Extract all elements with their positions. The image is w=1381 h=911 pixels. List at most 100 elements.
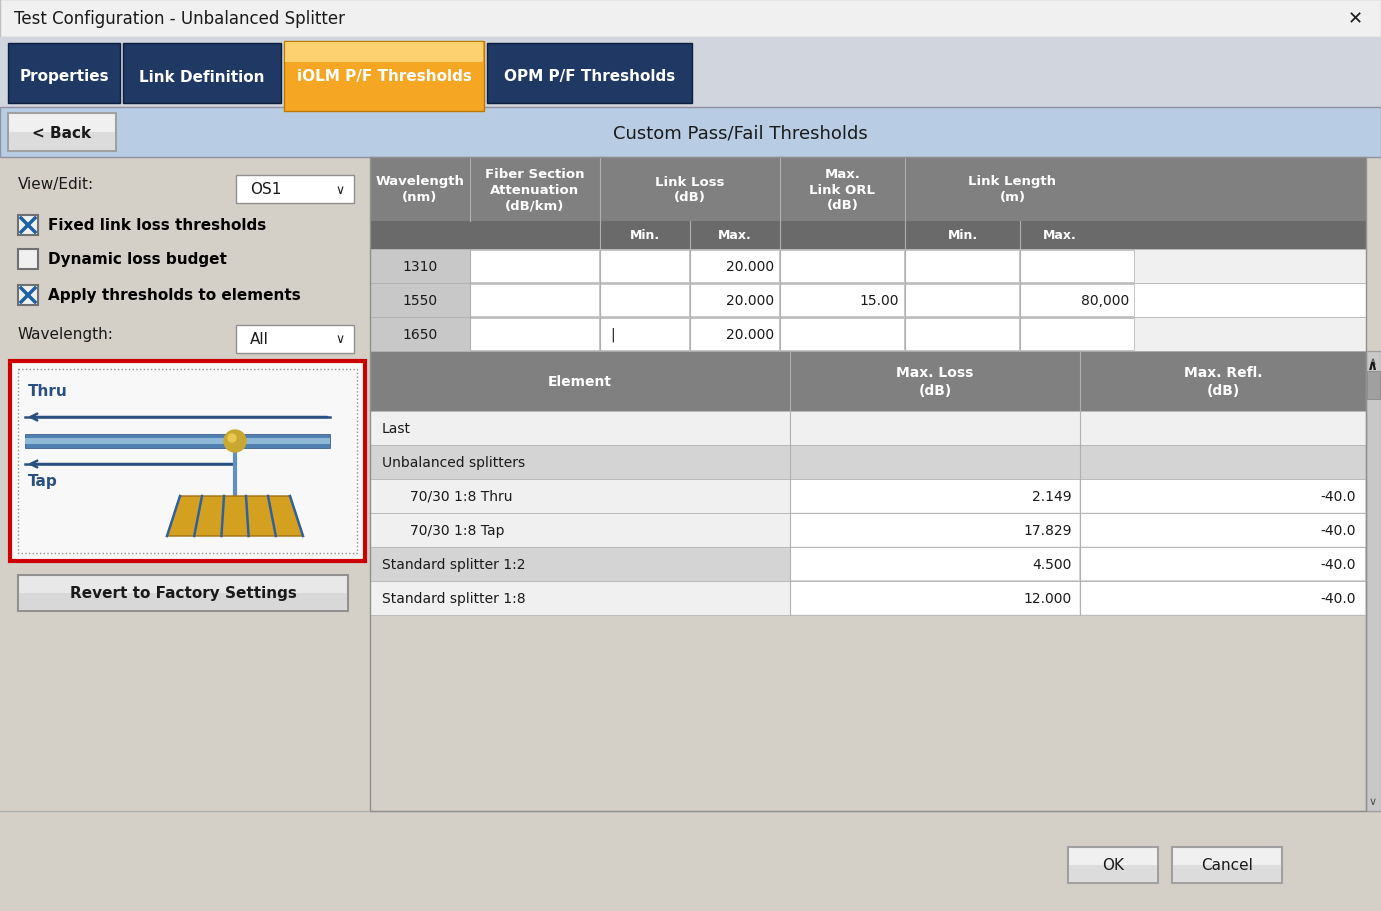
Bar [905,319,1019,351]
Text: 1550: 1550 [402,293,438,308]
Bar [599,284,689,317]
Bar [905,284,1019,317]
Bar [487,44,692,104]
Bar [370,250,1366,283]
Text: Unbalanced splitters: Unbalanced splitters [383,456,525,469]
Bar [1366,352,1381,811]
Text: ∨: ∨ [336,333,345,346]
Text: -40.0: -40.0 [1320,524,1356,537]
Bar [791,582,1079,614]
Text: -40.0: -40.0 [1320,591,1356,605]
Bar [905,251,1019,282]
Bar [690,284,779,317]
Bar [370,318,1366,352]
Text: Max.
Link ORL
(dB): Max. Link ORL (dB) [809,168,876,212]
Bar [370,445,1366,479]
Bar [470,284,599,317]
Text: Thru: Thru [28,384,68,399]
Bar [1068,847,1159,883]
Bar [370,352,1366,412]
Bar [18,370,358,553]
Bar [780,284,905,317]
Text: 1650: 1650 [402,328,438,342]
Text: Apply thresholds to elements: Apply thresholds to elements [48,288,301,303]
Bar [123,44,280,104]
Text: 1310: 1310 [402,260,438,273]
Bar [370,221,1366,250]
Bar [1081,582,1364,614]
Text: 20.000: 20.000 [726,328,773,342]
Bar [18,250,39,270]
Bar [1172,865,1282,882]
Bar [1172,847,1282,883]
Text: 80,000: 80,000 [1081,293,1130,308]
Bar [370,158,1366,811]
Bar [25,435,330,448]
Text: Fiber Section
Attenuation
(dB/km): Fiber Section Attenuation (dB/km) [485,168,584,212]
Text: Last: Last [383,422,412,435]
Bar [1021,251,1134,282]
Bar [370,514,1366,548]
Text: View/Edit:: View/Edit: [18,178,94,192]
Text: Wavelength
(nm): Wavelength (nm) [376,175,464,204]
Text: OK: OK [1102,857,1124,873]
Text: Min.: Min. [630,230,660,242]
Bar [370,158,1366,250]
Bar [690,319,779,351]
Text: OPM P/F Thresholds: OPM P/F Thresholds [504,69,675,85]
Bar [8,114,116,152]
Text: Link Loss
(dB): Link Loss (dB) [655,175,725,204]
Bar [599,251,689,282]
Bar [370,581,1366,615]
Text: ∨: ∨ [336,183,345,196]
Bar [780,251,905,282]
Bar [1081,548,1364,580]
Text: ∨: ∨ [1369,796,1377,806]
Bar [690,251,779,282]
Text: Element: Element [548,374,612,389]
Text: Test Configuration - Unbalanced Splitter: Test Configuration - Unbalanced Splitter [14,10,345,28]
Bar [0,811,1381,911]
Bar [791,548,1079,580]
Text: Max.: Max. [718,230,751,242]
Text: Max. Loss
(dB): Max. Loss (dB) [896,366,974,397]
Text: Tap: Tap [28,474,58,489]
Bar [370,250,470,283]
Text: < Back: < Back [32,126,91,140]
Bar [370,318,470,352]
Bar [370,283,470,318]
Text: 2.149: 2.149 [1033,489,1072,504]
Text: Max. Refl.
(dB): Max. Refl. (dB) [1184,366,1262,397]
Polygon shape [167,496,302,537]
Text: Custom Pass/Fail Thresholds: Custom Pass/Fail Thresholds [613,124,867,142]
Text: Fixed link loss thresholds: Fixed link loss thresholds [48,219,267,233]
Text: iOLM P/F Thresholds: iOLM P/F Thresholds [297,69,471,85]
Text: 20.000: 20.000 [726,260,773,273]
Bar [18,286,39,306]
Bar [1021,284,1134,317]
Text: OS1: OS1 [250,182,282,198]
Text: Standard splitter 1:8: Standard splitter 1:8 [383,591,526,605]
Text: Link Definition: Link Definition [139,69,265,85]
Bar [0,158,370,811]
Bar [18,576,348,611]
Circle shape [228,435,236,443]
Bar [1069,865,1157,882]
Text: Wavelength:: Wavelength: [18,327,113,343]
Text: Properties: Properties [19,69,109,85]
Circle shape [224,431,246,453]
Text: Max.: Max. [1043,230,1077,242]
Bar [1021,319,1134,351]
Text: Min.: Min. [947,230,978,242]
Bar [10,133,115,151]
Bar [18,216,39,236]
Bar [791,480,1079,512]
Bar [1081,515,1364,547]
Bar [1367,372,1380,400]
Text: Cancel: Cancel [1201,857,1253,873]
Bar [10,362,365,561]
Text: Revert to Factory Settings: Revert to Factory Settings [69,586,297,601]
Bar [236,176,354,204]
Bar [0,107,1381,158]
Text: Standard splitter 1:2: Standard splitter 1:2 [383,558,526,571]
